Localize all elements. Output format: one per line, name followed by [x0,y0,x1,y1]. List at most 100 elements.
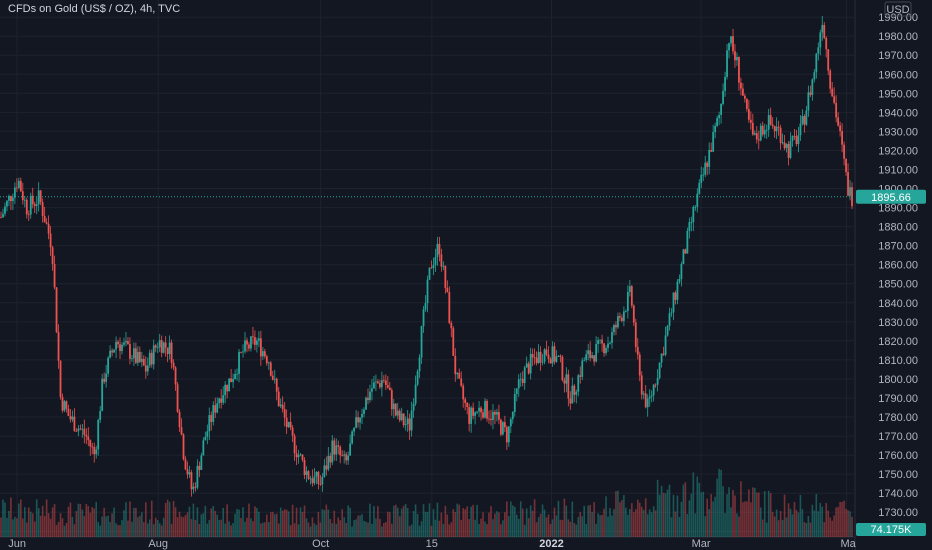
candle-body [676,281,679,300]
candle-body [563,380,566,384]
volume-bar [22,518,24,537]
candle-body [442,265,445,267]
candle-body [743,95,746,99]
volume-bar [25,522,28,537]
candle-body [261,351,264,357]
volume-bar [390,523,393,537]
price-axis[interactable]: 1720.001730.001740.001750.001760.001770.… [856,1,926,538]
candle-body [773,126,776,132]
candle-body [759,125,762,141]
candle-body [444,265,447,289]
volume-bar [95,501,98,537]
candle-body [73,416,76,432]
candle-body [363,409,365,414]
candle-body [464,399,467,404]
volume-bar [123,510,125,537]
price-tick-label: 1870.00 [878,241,918,253]
candle-body [214,405,217,413]
candle-body [275,378,278,392]
price-tick-label: 1980.00 [878,31,918,43]
volume-bar [746,501,748,537]
candle-body [303,460,306,476]
volume-bar [605,496,607,537]
volume-bar [474,519,476,537]
price-tick-label: 1940.00 [878,107,918,119]
candle-body [503,422,506,428]
candle-body [537,351,540,364]
currency-badge[interactable] [884,1,912,17]
candle-body [785,143,788,149]
volume-bar [773,516,776,537]
candle-body [101,378,104,411]
candle-body [771,124,774,127]
volume-bar [355,519,357,537]
candle-body [714,126,717,133]
candles [0,15,853,497]
candle-body [192,486,195,490]
candle-body [821,25,824,33]
volume-bar [460,519,463,537]
volume-bar [529,505,532,537]
price-tick-label: 1730.00 [878,507,918,519]
volume-bar [642,509,645,537]
candle-body [142,358,145,366]
candle-body [408,418,411,431]
volume-bar [783,494,786,537]
candle-body [351,431,354,444]
volume-bar [436,502,439,537]
candle-body [198,465,201,470]
volume-bar [325,504,328,537]
time-tick-label: 2022 [539,538,563,550]
volume-bar [402,505,405,537]
volume-bar [289,525,292,537]
volume-bar [843,500,845,537]
candle-body [414,384,417,404]
candle-body [152,345,155,365]
candle-body [509,419,512,427]
candle-body [309,478,312,480]
candle-body [531,353,534,358]
candle-body [805,110,808,125]
volume-bar [525,508,528,537]
price-tick-label: 1860.00 [878,260,918,272]
volume-bar [799,494,802,537]
volume-bar [666,489,669,537]
volume-bar [736,513,738,537]
volume-bar [357,515,359,537]
volume-bar [143,522,145,537]
candle-body [440,254,443,267]
candle-body [180,427,183,435]
candle-body [626,291,629,312]
volume-bar [595,523,597,537]
volume-bar [785,517,788,537]
volume-bar [87,505,90,537]
volume-bar [53,504,56,537]
candle-body [745,98,748,110]
candle-body [166,347,169,355]
candle-body [65,401,68,409]
candle-body [27,214,30,216]
time-axis[interactable]: Jun Aug Oct 15 2022 Mar Ma [8,538,856,550]
price-tick-label: 1740.00 [878,488,918,500]
volume-bar [732,489,734,537]
volume-bar [51,507,54,537]
candle-body [125,341,127,343]
volume-bar [194,519,197,537]
volume-bar [678,517,681,537]
volume-bar [793,501,796,537]
candle-body [388,387,391,391]
volume-bar [273,514,276,537]
candle-body [418,357,421,372]
volume-bar [418,525,421,537]
candle-body [488,418,490,420]
candle-body [406,418,409,425]
time-tick-label: Mar [692,538,711,550]
candle-body [178,411,181,428]
volume-bar [500,524,502,537]
volume-bar [262,522,264,537]
volume-bar [686,514,689,537]
volume-bar [658,494,661,537]
volume-bar [89,512,92,537]
volume-bar [240,518,242,537]
